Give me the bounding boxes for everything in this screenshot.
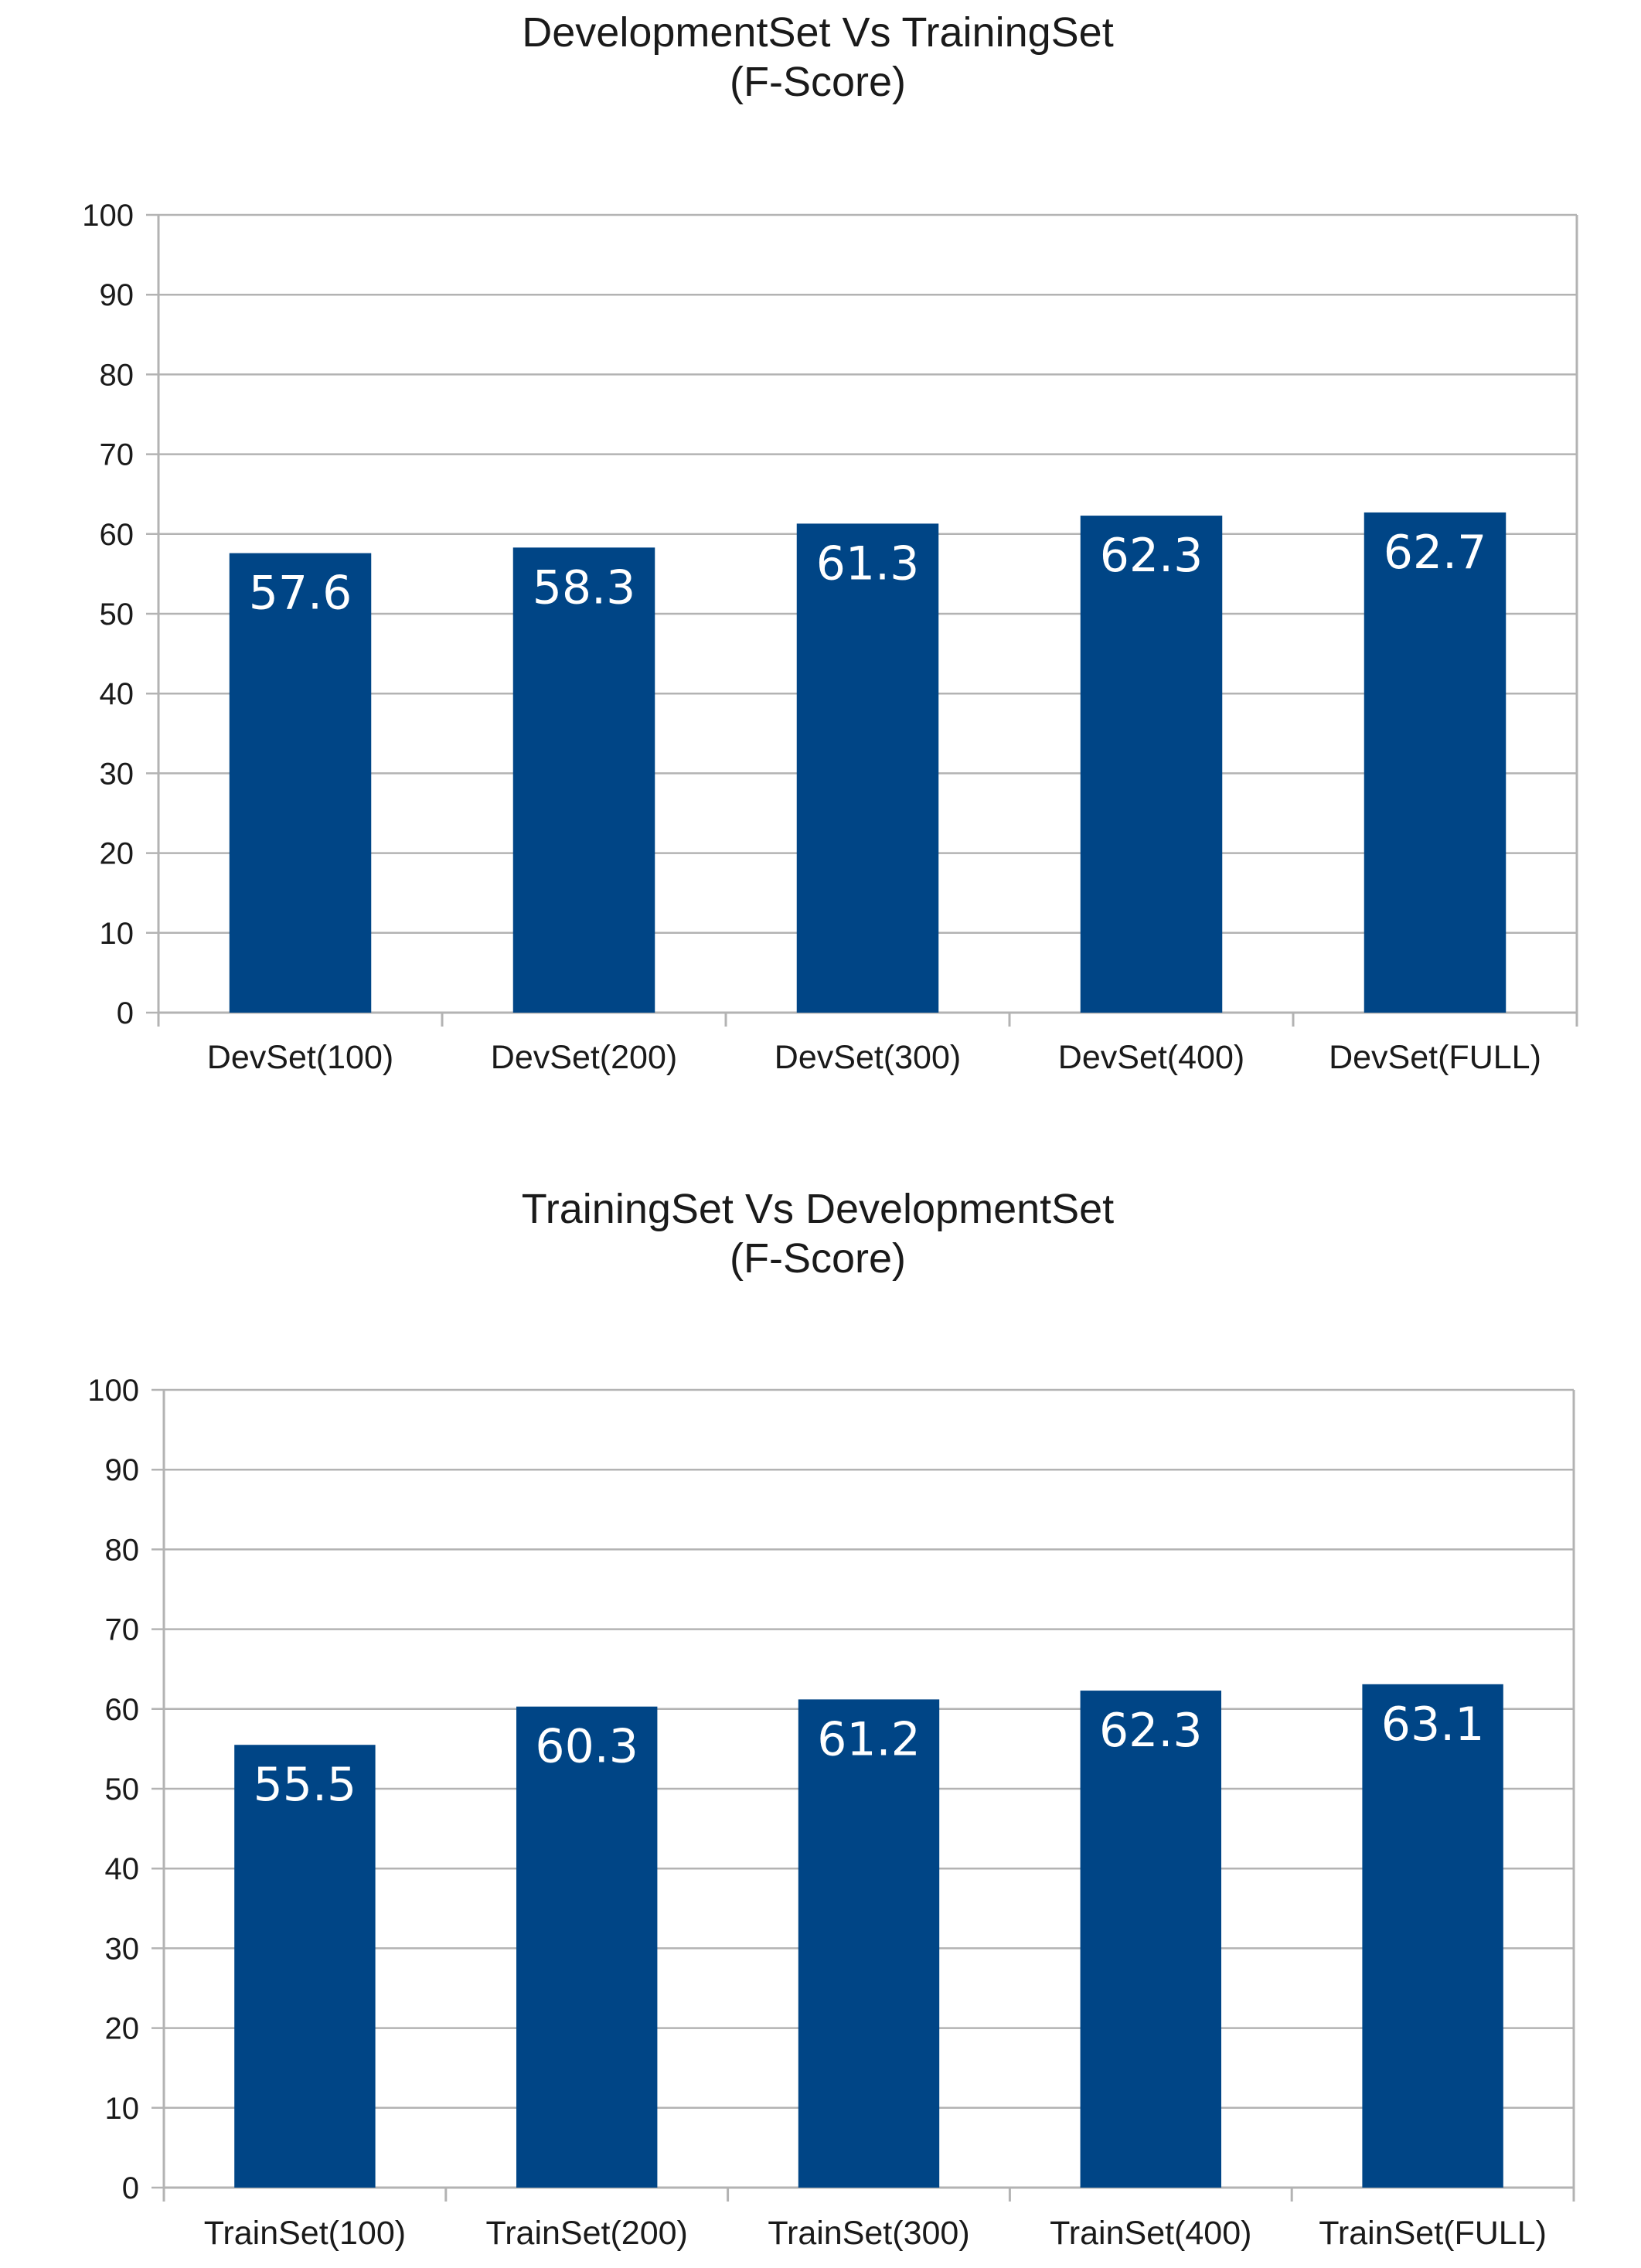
category-label: DevSet(100) (207, 1039, 393, 1076)
y-tick-label: 40 (100, 677, 134, 711)
y-tick-label: 10 (100, 917, 134, 951)
y-tick-label: 20 (100, 837, 134, 871)
category-label: DevSet(400) (1058, 1039, 1244, 1076)
chart-train-vs-dev: TrainingSet Vs DevelopmentSet (F-Score) … (87, 1186, 1575, 2252)
data-label: 55.5 (254, 1758, 357, 1812)
data-label: 62.7 (1384, 526, 1487, 580)
chart-title-line-2: (F-Score) (730, 1235, 906, 1282)
data-label: 58.3 (533, 560, 636, 615)
category-label: TrainSet(400) (1050, 2215, 1251, 2252)
category-label: DevSet(300) (775, 1039, 961, 1076)
bar (229, 553, 372, 1013)
chart-dev-vs-train: DevelopmentSet Vs TrainingSet (F-Score) … (82, 9, 1578, 1076)
data-label: 62.3 (1099, 1704, 1203, 1758)
category-label: TrainSet(200) (486, 2215, 688, 2252)
y-tick-label: 100 (82, 199, 134, 233)
category-label: TrainSet(100) (204, 2215, 406, 2252)
plot-area: 0 10 20 30 40 50 60 70 80 90 100 55.5 TrainSet(100) 6… (87, 1374, 1575, 2252)
y-tick-label: 50 (100, 598, 134, 632)
y-tick-label: 80 (105, 1533, 140, 1567)
data-label: 61.3 (816, 536, 920, 591)
plot-area: 0 10 20 30 40 50 60 70 80 90 100 57.6 DevSet(100) 58.… (82, 199, 1578, 1076)
chart-title-line-2: (F-Score) (730, 59, 906, 105)
y-tick-label: 70 (100, 438, 134, 472)
data-label: 57.6 (249, 567, 352, 621)
category-label: DevSet(FULL) (1329, 1039, 1541, 1076)
bar (1080, 516, 1223, 1013)
y-tick-label: 40 (105, 1852, 140, 1886)
data-label: 63.1 (1381, 1698, 1485, 1752)
y-tick-label: 20 (105, 2012, 140, 2046)
data-label: 60.3 (535, 1720, 638, 1774)
data-label: 61.2 (817, 1712, 921, 1766)
y-tick-label: 90 (100, 278, 134, 312)
bar (798, 1699, 940, 2188)
y-tick-label: 0 (122, 2171, 139, 2205)
y-tick-label: 70 (105, 1613, 140, 1647)
data-label: 62.3 (1100, 529, 1204, 583)
bar (1362, 1684, 1503, 2188)
y-tick-label: 80 (100, 358, 134, 392)
y-tick-label: 90 (105, 1453, 140, 1487)
y-tick-label: 60 (100, 518, 134, 552)
bar (234, 1745, 376, 2188)
y-tick-label: 30 (105, 1932, 140, 1966)
category-label: DevSet(200) (491, 1039, 677, 1076)
y-tick-label: 10 (105, 2092, 140, 2126)
category-label: TrainSet(FULL) (1319, 2215, 1547, 2252)
y-tick-label: 50 (105, 1773, 140, 1807)
y-tick-label: 100 (87, 1374, 139, 1408)
chart-title-line-1: TrainingSet Vs DevelopmentSet (522, 1186, 1114, 1232)
bar (1364, 512, 1507, 1013)
bar (1080, 1691, 1221, 2188)
y-tick-label: 60 (105, 1693, 140, 1727)
chart-title-line-1: DevelopmentSet Vs TrainingSet (522, 9, 1113, 56)
y-tick-label: 0 (117, 996, 134, 1030)
bar (796, 523, 939, 1013)
category-label: TrainSet(300) (768, 2215, 969, 2252)
bar (516, 1706, 658, 2188)
bar (512, 547, 655, 1013)
y-tick-label: 30 (100, 757, 134, 791)
